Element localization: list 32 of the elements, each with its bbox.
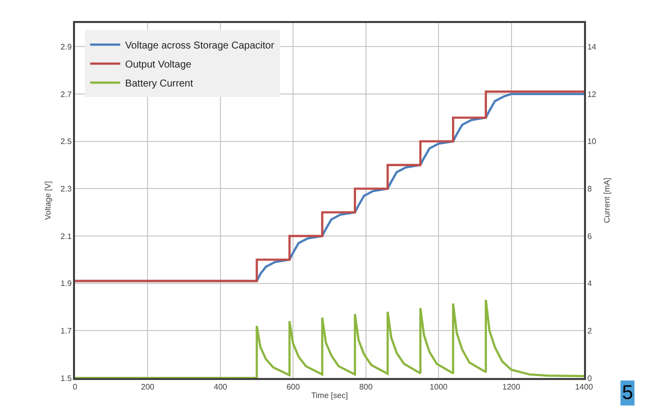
y-tick-label: 1.7 xyxy=(60,326,72,336)
y2-tick-label: 8 xyxy=(587,184,592,194)
x-tick-label: 1000 xyxy=(430,382,448,392)
y-tick-label: 2.7 xyxy=(60,90,72,99)
y2-tick-label: 4 xyxy=(587,279,592,288)
x-tick-label: 1200 xyxy=(502,382,521,392)
x-tick-label: 800 xyxy=(359,382,374,392)
y-axis-title: Voltage [V] xyxy=(44,181,53,220)
line-series xyxy=(75,298,584,378)
x-axis-title: Time [sec] xyxy=(311,390,348,400)
y-tick-label: 2.1 xyxy=(60,232,72,241)
x-tick-label: 0 xyxy=(72,382,78,392)
x-tick-label: 200 xyxy=(141,382,155,392)
y-tick-label: 1.5 xyxy=(60,374,72,383)
y2-tick-label: 2 xyxy=(587,326,592,336)
text: 5 xyxy=(622,382,634,404)
x-tick-label: 600 xyxy=(286,382,300,392)
y2-tick-label: 0 xyxy=(587,374,592,383)
y-tick-label: 2.9 xyxy=(60,42,72,52)
x-tick-label: 400 xyxy=(214,382,228,392)
y-tick-label: 1.9 xyxy=(60,279,72,288)
legend-label: Battery Current xyxy=(125,78,194,90)
y2-tick-label: 6 xyxy=(587,232,592,241)
legend-label: Output Voltage xyxy=(125,60,192,70)
legend-label: Voltage across Storage Capacitor xyxy=(125,40,275,52)
y2-tick-label: 10 xyxy=(587,137,597,146)
y2-tick-label: 14 xyxy=(587,42,597,52)
y-tick-label: 2.5 xyxy=(60,137,72,146)
x-tick-label: 1400 xyxy=(575,382,594,392)
y2-axis-title: Current [mA] xyxy=(602,178,612,224)
y-tick-label: 2.3 xyxy=(60,184,72,194)
y2-tick-label: 12 xyxy=(587,90,597,99)
